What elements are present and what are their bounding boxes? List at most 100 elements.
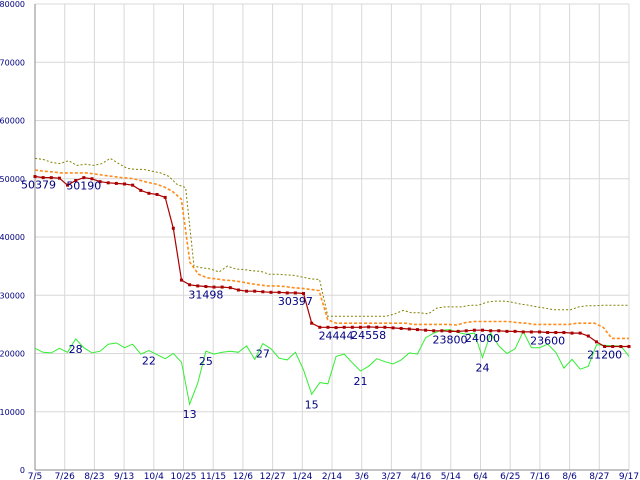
series-main-marker	[57, 176, 61, 180]
series-main-marker	[562, 331, 566, 335]
x-tick-label: 10/25	[171, 472, 197, 480]
y-tick-label: 40000	[0, 233, 25, 242]
series-main-marker	[171, 226, 175, 230]
x-tick-label: 8/23	[84, 472, 104, 480]
data-label: 30397	[278, 295, 313, 308]
series-main-marker	[114, 181, 118, 185]
series-main-marker	[358, 325, 362, 329]
x-tick-label: 3/6	[354, 472, 369, 480]
x-tick-label: 9/17	[619, 472, 639, 480]
series-main-marker	[391, 326, 395, 330]
series-main-marker	[578, 331, 582, 335]
series-main-marker	[432, 329, 436, 333]
series-green-line	[34, 329, 630, 407]
series-main-marker	[196, 284, 200, 288]
series-main-marker	[448, 329, 452, 333]
y-tick-label: 20000	[0, 350, 25, 359]
y-tick-label: 70000	[0, 58, 25, 67]
series-main-marker	[163, 195, 167, 199]
series-main-marker	[261, 290, 265, 294]
series-main-marker	[529, 330, 533, 334]
data-label: 23600	[530, 335, 565, 348]
series-main-marker	[497, 329, 501, 333]
series-main-marker	[342, 325, 346, 329]
series-main-marker	[570, 331, 574, 335]
series-main-marker	[33, 175, 37, 179]
series-main-marker	[505, 329, 509, 333]
data-label: 24000	[465, 332, 500, 345]
x-tick-label: 4/16	[411, 472, 431, 480]
series-main-marker	[106, 181, 110, 185]
data-label: 50190	[66, 180, 101, 193]
series-main-marker	[131, 183, 135, 187]
series-main-marker	[521, 330, 525, 334]
series-orange-line	[34, 169, 629, 340]
x-tick-label: 12/6	[233, 472, 253, 480]
x-tick-label: 1/24	[292, 472, 312, 480]
data-label: 24558	[351, 329, 386, 342]
series-main-marker	[212, 285, 216, 289]
data-label: 22	[142, 355, 156, 368]
series-main-marker	[188, 283, 192, 287]
series-main-marker	[66, 183, 70, 187]
series-main-marker	[74, 178, 78, 182]
series-main-marker	[285, 291, 289, 295]
data-label: 24444	[319, 330, 354, 343]
series-main-marker	[440, 329, 444, 333]
x-tick-label: 12/27	[260, 472, 286, 480]
series-main-marker	[424, 328, 428, 332]
series-main-marker	[326, 325, 330, 329]
series-main-marker	[139, 188, 143, 192]
data-label: 21200	[587, 349, 622, 362]
x-tick-label: 6/25	[500, 472, 520, 480]
series-main-marker	[399, 326, 403, 330]
x-tick-label: 7/5	[28, 472, 42, 480]
series-main-marker	[220, 285, 224, 289]
y-tick-label: 10000	[0, 408, 25, 417]
series-main-marker	[228, 286, 232, 290]
series-main-marker	[155, 192, 159, 196]
series-main-marker	[302, 292, 306, 296]
x-tick-label: 9/13	[114, 472, 134, 480]
series-main-marker	[611, 345, 615, 349]
series-main-marker	[204, 285, 208, 289]
series-main-marker	[98, 180, 102, 184]
y-tick-label: 50000	[0, 175, 25, 184]
series-main-marker	[489, 329, 493, 333]
series-main-marker	[619, 345, 623, 349]
series-main-marker	[310, 321, 314, 325]
data-label: 13	[183, 408, 197, 421]
y-tick-label: 30000	[0, 291, 25, 300]
series-main-marker	[481, 328, 485, 332]
series-main-marker	[464, 329, 468, 333]
series-main-marker	[627, 345, 631, 349]
series-main-marker	[415, 328, 419, 332]
series-main-marker	[41, 176, 45, 180]
x-tick-label: 8/27	[589, 472, 609, 480]
data-label: 24	[476, 362, 490, 375]
y-tick-label: 80000	[0, 0, 25, 9]
data-label: 27	[256, 348, 270, 361]
data-label: 28	[69, 343, 83, 356]
series-main-marker	[350, 325, 354, 329]
series-main-marker	[334, 326, 338, 330]
series-main-marker	[245, 289, 249, 293]
data-label: 31498	[188, 289, 223, 302]
series-main-marker	[90, 177, 94, 181]
x-tick-label: 7/26	[55, 472, 75, 480]
y-tick-label: 60000	[0, 117, 25, 126]
series-main-marker	[603, 345, 607, 349]
data-label: 25	[199, 355, 213, 368]
series-main-marker	[147, 191, 151, 195]
grid	[34, 3, 630, 471]
x-tick-label: 7/16	[530, 472, 550, 480]
x-tick-label: 2/14	[322, 472, 342, 480]
series-main-marker	[253, 289, 257, 293]
series-main-marker	[472, 328, 476, 332]
series-main-marker	[179, 278, 183, 282]
series-main-marker	[49, 176, 53, 180]
x-tick-label: 10/4	[144, 472, 164, 480]
